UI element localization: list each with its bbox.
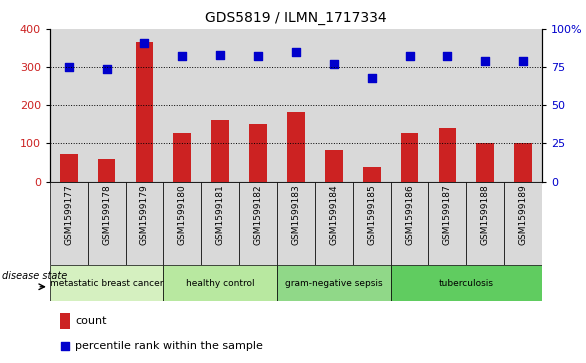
Text: gram-negative sepsis: gram-negative sepsis [285, 279, 383, 287]
Text: GSM1599182: GSM1599182 [254, 184, 263, 245]
Bar [173, 133, 191, 182]
Text: GSM1599189: GSM1599189 [519, 184, 527, 245]
Bar [249, 124, 267, 182]
Point [216, 52, 225, 58]
Bar [428, 182, 466, 265]
Bar [466, 182, 504, 265]
Text: tuberculosis: tuberculosis [439, 279, 494, 287]
Bar [212, 120, 229, 182]
Text: GSM1599181: GSM1599181 [216, 184, 224, 245]
Bar [239, 29, 277, 182]
Text: GSM1599180: GSM1599180 [178, 184, 187, 245]
Bar [438, 128, 456, 182]
Point [405, 54, 414, 60]
Text: healthy control: healthy control [186, 279, 254, 287]
Text: metastatic breast cancer: metastatic breast cancer [50, 279, 163, 287]
Bar [476, 143, 494, 182]
Point [367, 75, 376, 81]
Bar [325, 150, 343, 182]
Bar [428, 29, 466, 182]
Point [178, 54, 187, 60]
Title: GDS5819 / ILMN_1717334: GDS5819 / ILMN_1717334 [205, 11, 387, 25]
Text: GSM1599184: GSM1599184 [329, 184, 338, 245]
Bar [401, 133, 418, 182]
Bar [391, 265, 542, 301]
Bar [201, 29, 239, 182]
Bar [163, 29, 201, 182]
Bar [391, 182, 428, 265]
Bar [504, 182, 542, 265]
Point [64, 64, 73, 70]
Text: GSM1599177: GSM1599177 [64, 184, 73, 245]
Text: GSM1599188: GSM1599188 [481, 184, 490, 245]
Bar [466, 29, 504, 182]
Point [102, 66, 111, 72]
Bar [88, 29, 125, 182]
Text: GSM1599186: GSM1599186 [405, 184, 414, 245]
Bar [135, 42, 154, 182]
Bar [515, 143, 532, 182]
Text: GSM1599185: GSM1599185 [367, 184, 376, 245]
Bar [88, 182, 125, 265]
Bar [353, 182, 391, 265]
Bar [50, 29, 88, 182]
Bar [277, 265, 391, 301]
Bar [98, 159, 115, 182]
Bar [163, 182, 201, 265]
Bar [125, 29, 163, 182]
Bar [163, 265, 277, 301]
Point [329, 61, 339, 67]
Bar [287, 112, 305, 182]
Bar [60, 313, 70, 330]
Point [442, 54, 452, 60]
Bar [315, 182, 353, 265]
Text: GSM1599178: GSM1599178 [102, 184, 111, 245]
Bar [391, 29, 428, 182]
Bar [60, 154, 77, 182]
Text: count: count [76, 316, 107, 326]
Point [60, 343, 70, 348]
Bar [363, 167, 380, 182]
Bar [50, 182, 88, 265]
Bar [50, 265, 163, 301]
Point [481, 58, 490, 64]
Point [140, 40, 149, 46]
Bar [125, 182, 163, 265]
Bar [353, 29, 391, 182]
Text: percentile rank within the sample: percentile rank within the sample [76, 341, 263, 351]
Point [291, 49, 301, 55]
Point [253, 54, 263, 60]
Bar [504, 29, 542, 182]
Bar [239, 182, 277, 265]
Bar [277, 182, 315, 265]
Bar [277, 29, 315, 182]
Point [519, 58, 528, 64]
Text: GSM1599179: GSM1599179 [140, 184, 149, 245]
Text: disease state: disease state [2, 271, 68, 281]
Bar [201, 182, 239, 265]
Text: GSM1599183: GSM1599183 [291, 184, 301, 245]
Text: GSM1599187: GSM1599187 [443, 184, 452, 245]
Bar [315, 29, 353, 182]
